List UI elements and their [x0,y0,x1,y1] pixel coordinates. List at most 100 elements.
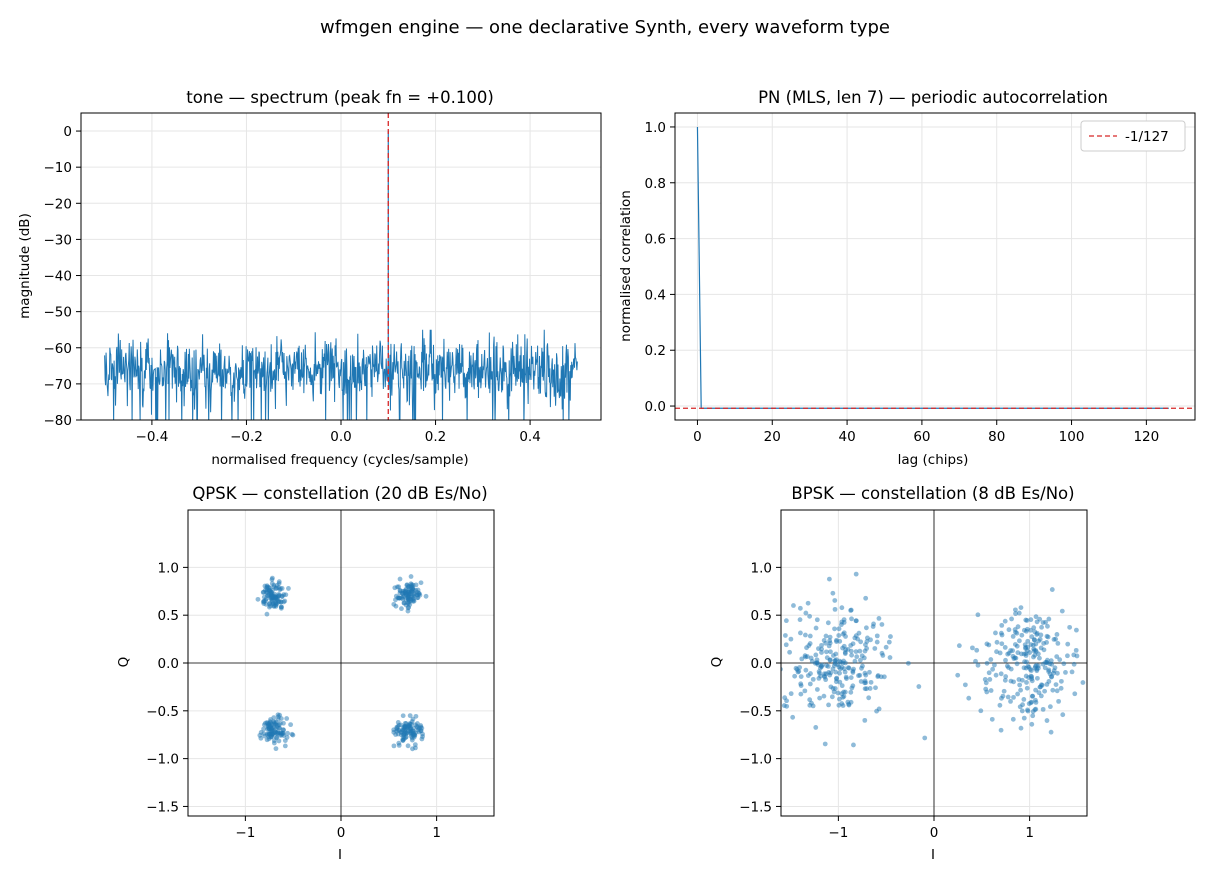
scatter-point [1004,663,1010,669]
scatter-point [268,594,274,599]
scatter-point [1026,664,1032,670]
scatter-point [1019,708,1025,714]
scatter-point [798,674,804,679]
scatter-point [404,582,410,588]
scatter-point [813,725,819,730]
scatter-point [792,673,798,679]
scatter-point [1036,638,1042,644]
scatter-point [1021,665,1027,671]
scatter-point [881,674,887,680]
scatter-point [1045,623,1050,629]
scatter-point [807,697,813,703]
x-tick-label: −0.4 [136,429,169,445]
scatter-point [1045,634,1051,640]
scatter-point [1059,608,1065,614]
scatter-point [841,666,847,672]
scatter-point [1023,673,1029,679]
scatter-point [282,743,288,749]
scatter-point [874,639,880,645]
scatter-point [797,617,803,623]
scatter-point [984,660,990,666]
scatter-point [266,736,272,742]
scatter-point [1065,653,1070,659]
scatter-point [827,634,833,640]
scatter-point [1010,648,1015,654]
scatter-point [1018,725,1024,731]
scatter-point [975,612,981,618]
x-axis-label: I [338,847,342,863]
scatter-point [1060,712,1066,718]
scatter-point [412,732,418,738]
scatter-point [838,666,843,672]
scatter-point [1055,670,1060,676]
scatter-point [1041,647,1047,653]
scatter-point [391,601,397,607]
scatter-point [267,603,273,609]
legend-label: -1/127 [1125,129,1169,145]
scatter-point [1018,605,1024,610]
scatter-point [872,646,878,651]
scatter-point [1058,685,1064,691]
scatter-point [399,590,405,596]
scatter-point [1040,620,1046,625]
scatter-point [858,639,864,645]
scatter-point [1023,646,1028,651]
x-tick-label: 20 [764,429,781,445]
scatter-point [781,666,783,672]
scatter-point [1025,638,1031,644]
scatter-point [813,625,819,631]
scatter-point [1098,652,1103,657]
scatter-point [1038,693,1044,699]
x-tick-label: 40 [838,429,855,445]
scatter-point [805,600,811,606]
scatter-point [1042,665,1048,671]
scatter-point [1017,682,1023,688]
scatter-point [1037,655,1042,661]
scatter-point [864,639,870,644]
y-tick-label: 1.0 [645,120,666,136]
scatter-point [784,703,790,709]
scatter-point [413,582,419,588]
scatter-point [807,613,813,619]
scatter-point [807,681,813,687]
scatter-point [1063,670,1068,675]
scatter-point [1054,688,1060,694]
scatter-point [834,637,839,643]
scatter-point [803,632,808,638]
scatter-point [978,708,984,714]
scatter-point [1019,632,1025,638]
scatter-point [264,720,270,725]
scatter-point [1033,614,1039,620]
scatter-point [1099,682,1104,687]
scatter-point [1010,716,1016,722]
scatter-point [1015,650,1021,656]
scatter-point [834,657,839,663]
scatter-point [849,616,854,622]
scatter-point [819,662,825,668]
y-tick-label: 1.0 [751,560,772,576]
scatter-point [274,730,280,736]
scatter-point [408,585,414,590]
scatter-point [848,699,854,705]
scatter-point [266,585,272,590]
legend-box [1080,120,1186,152]
y-axis-label: Q [116,657,132,668]
scatter-point [1093,671,1098,676]
scatter-point [824,649,829,655]
scatter-point [1028,627,1034,633]
x-tick-label: 60 [913,429,930,445]
scatter-point [1008,699,1013,704]
scatter-point [1030,713,1036,719]
scatter-point [922,735,928,741]
scatter-point [1024,680,1029,685]
spectrum-line [104,329,578,420]
y-tick-label: −70 [44,377,73,393]
scatter-point [989,716,995,722]
scatter-point [823,633,829,639]
scatter-point [866,695,872,701]
scatter-point [854,654,860,660]
scatter-point [826,576,832,582]
scatter-point [797,665,803,670]
scatter-point [853,571,859,577]
scatter-point [826,702,831,708]
